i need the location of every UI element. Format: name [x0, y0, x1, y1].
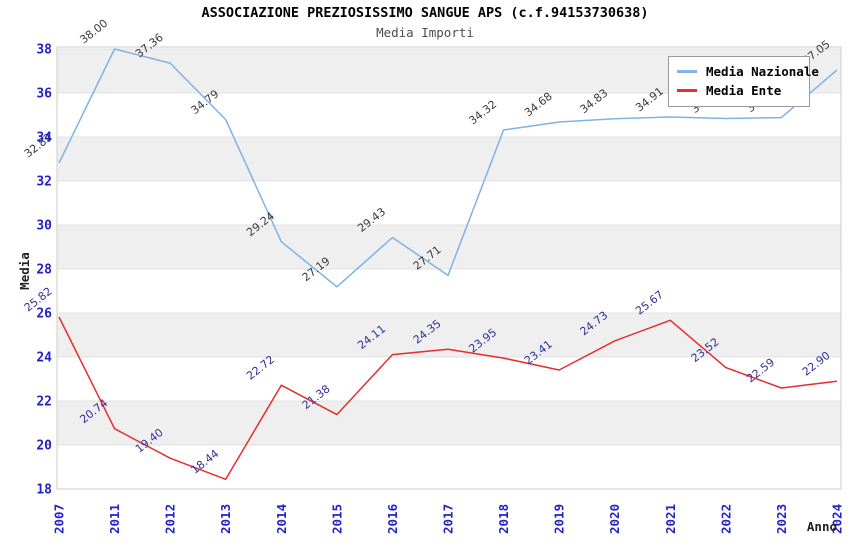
x-tick-label: 2012 — [163, 504, 178, 534]
chart-title: ASSOCIAZIONE PREZIOSISSIMO SANGUE APS (c… — [201, 5, 649, 21]
point-label: 38.00 — [77, 17, 110, 47]
y-tick-label: 26 — [36, 307, 52, 322]
x-tick-label: 2018 — [496, 504, 511, 534]
x-tick-label: 2011 — [107, 504, 122, 534]
y-tick-label: 28 — [36, 263, 52, 278]
media-nazionale-line-swatch — [677, 70, 697, 73]
y-tick-label: 20 — [36, 439, 52, 454]
chart-subtitle: Media Importi — [376, 25, 474, 40]
x-tick-label: 2016 — [385, 504, 400, 534]
legend-item-media-ente: Media Ente — [677, 81, 801, 100]
media-ente-line-swatch — [677, 89, 697, 92]
legend-item-media-nazionale: Media Nazionale — [677, 62, 819, 81]
y-tick-label: 36 — [36, 87, 52, 102]
grid-band — [57, 137, 841, 181]
x-axis-label: Anno — [807, 519, 837, 534]
y-tick-label: 34 — [36, 131, 52, 146]
plot-border — [56, 46, 842, 490]
y-axis-label: Media — [17, 252, 32, 290]
y-tick-label: 18 — [36, 483, 52, 498]
legend: Media Nazionale Media Ente — [668, 56, 819, 107]
x-tick-label: 2022 — [718, 504, 733, 534]
x-tick-label: 2017 — [441, 504, 456, 534]
series-line-media-ente — [58, 316, 838, 481]
x-tick-label: 2015 — [329, 504, 344, 534]
grid-band — [57, 401, 841, 445]
grid-band — [57, 225, 841, 269]
x-tick-label: 2021 — [663, 504, 678, 534]
x-tick-label: 2020 — [607, 504, 622, 534]
x-tick-label: 2007 — [52, 504, 67, 534]
series-line-media-nazionale — [58, 48, 838, 288]
x-tick-label: 2013 — [218, 504, 233, 534]
x-tick-label: 2014 — [274, 504, 289, 534]
y-tick-label: 22 — [36, 395, 52, 410]
x-tick-label: 2019 — [552, 504, 567, 534]
x-tick-label: 2023 — [774, 504, 789, 534]
grid-band — [57, 313, 841, 357]
x-tick-label: 2024 — [830, 504, 845, 534]
y-tick-label: 32 — [36, 175, 52, 190]
legend-label: Media Ente — [706, 83, 782, 98]
legend-label: Media Nazionale — [706, 64, 819, 79]
y-tick-label: 24 — [36, 351, 52, 366]
y-tick-label: 30 — [36, 219, 52, 234]
y-tick-label: 38 — [36, 43, 52, 58]
